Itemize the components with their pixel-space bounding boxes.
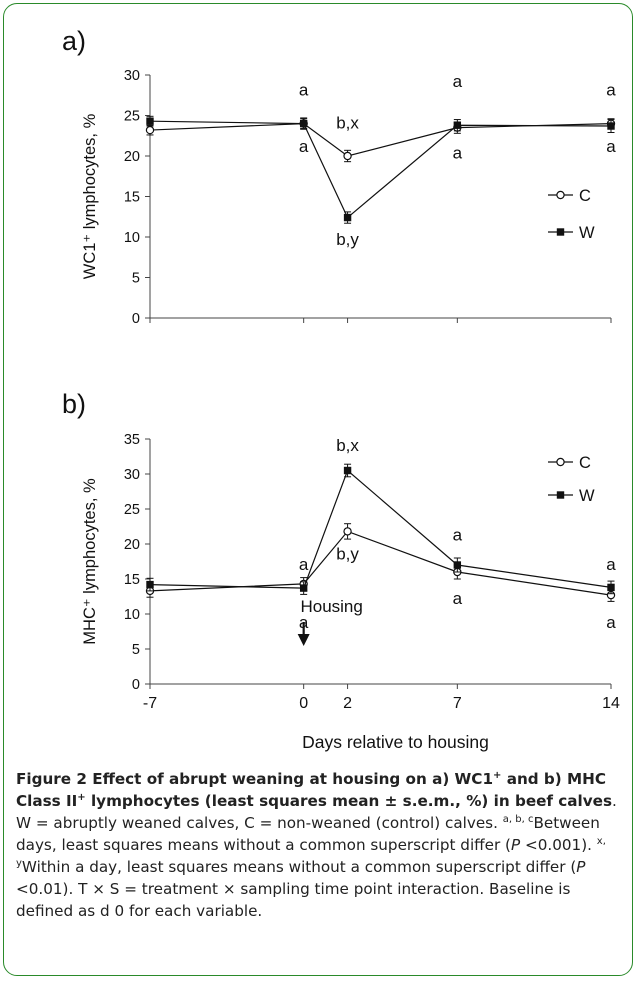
annotation-letter: b,y bbox=[336, 544, 359, 563]
y-tick-label: 0 bbox=[132, 677, 140, 693]
y-tick-label: 20 bbox=[124, 149, 140, 165]
y-tick-label: 15 bbox=[124, 572, 140, 588]
data-point-C bbox=[343, 527, 352, 536]
data-point-W bbox=[343, 213, 352, 222]
x-tick-label: -7 bbox=[143, 695, 157, 712]
x-tick-label: 7 bbox=[453, 695, 462, 712]
annotation-letter: a bbox=[299, 137, 309, 156]
y-tick-label: 25 bbox=[124, 109, 140, 125]
series-line-C bbox=[149, 530, 612, 596]
data-point-W bbox=[299, 584, 308, 592]
x-axis-label: Days relative to housing bbox=[302, 732, 489, 752]
annotation-letter: a bbox=[606, 137, 616, 156]
data-point-W bbox=[146, 117, 154, 125]
legend-marker-C bbox=[556, 190, 565, 200]
annotation-letter: a bbox=[453, 72, 463, 91]
data-point-W bbox=[607, 122, 615, 130]
legend-marker-W bbox=[556, 491, 565, 499]
data-point-C bbox=[343, 151, 352, 161]
y-tick-label: 10 bbox=[124, 230, 140, 246]
series-line-C bbox=[149, 122, 612, 157]
legend-label-C: C bbox=[579, 187, 591, 205]
housing-label: Housing bbox=[300, 597, 362, 616]
panel-label: a) bbox=[62, 26, 86, 56]
y-tick-label: 25 bbox=[124, 502, 140, 518]
y-tick-label: 10 bbox=[124, 607, 140, 623]
annotation-letter: b,x bbox=[336, 113, 359, 132]
annotation-letter: a bbox=[453, 526, 463, 545]
annotation-letter: b,y bbox=[336, 230, 359, 249]
series-line-W bbox=[149, 469, 612, 589]
legend-label-W: W bbox=[579, 224, 595, 242]
legend-label-C: C bbox=[579, 454, 591, 472]
legend-label-W: W bbox=[579, 487, 595, 505]
y-tick-label: 20 bbox=[124, 537, 140, 553]
data-point-W bbox=[453, 561, 462, 569]
annotation-letter: a bbox=[453, 143, 463, 162]
annotation-letter: a bbox=[606, 555, 616, 574]
x-tick-label: 14 bbox=[602, 695, 620, 712]
y-tick-label: 15 bbox=[124, 190, 140, 206]
legend-marker-W bbox=[556, 228, 565, 236]
figure-caption: Figure 2 Effect of abrupt weaning at hou… bbox=[16, 770, 617, 920]
data-point-W bbox=[146, 580, 154, 589]
x-tick-label: 2 bbox=[343, 695, 352, 712]
caption-title: Figure 2 Effect of abrupt weaning at hou… bbox=[16, 770, 613, 810]
y-tick-label: 30 bbox=[124, 68, 140, 84]
housing-arrow-head bbox=[297, 634, 310, 646]
data-point-W bbox=[299, 119, 308, 128]
data-point-W bbox=[453, 121, 462, 129]
y-tick-label: 5 bbox=[132, 642, 140, 658]
annotation-letter: a bbox=[299, 555, 309, 574]
data-point-C bbox=[145, 125, 155, 135]
x-tick-label: 0 bbox=[299, 695, 308, 712]
annotation-letter: b,x bbox=[336, 436, 359, 455]
data-point-W bbox=[607, 583, 615, 592]
series-line-W bbox=[149, 120, 612, 219]
figure-frame bbox=[3, 3, 633, 976]
panel-label: b) bbox=[62, 389, 86, 419]
y-tick-label: 0 bbox=[132, 311, 140, 327]
y-tick-label: 35 bbox=[124, 432, 140, 448]
y-axis-label: WC1⁺ lymphocytes, % bbox=[81, 113, 99, 279]
y-tick-label: 5 bbox=[132, 271, 140, 287]
annotation-letter: a bbox=[606, 613, 616, 632]
legend-marker-C bbox=[556, 457, 565, 467]
annotation-letter: a bbox=[299, 80, 309, 99]
annotation-letter: a bbox=[453, 589, 463, 608]
annotation-letter: a bbox=[606, 80, 616, 99]
data-point-W bbox=[343, 466, 352, 475]
y-axis-label: MHC⁺ lymphocytes, % bbox=[81, 478, 99, 645]
y-tick-label: 30 bbox=[124, 467, 140, 483]
